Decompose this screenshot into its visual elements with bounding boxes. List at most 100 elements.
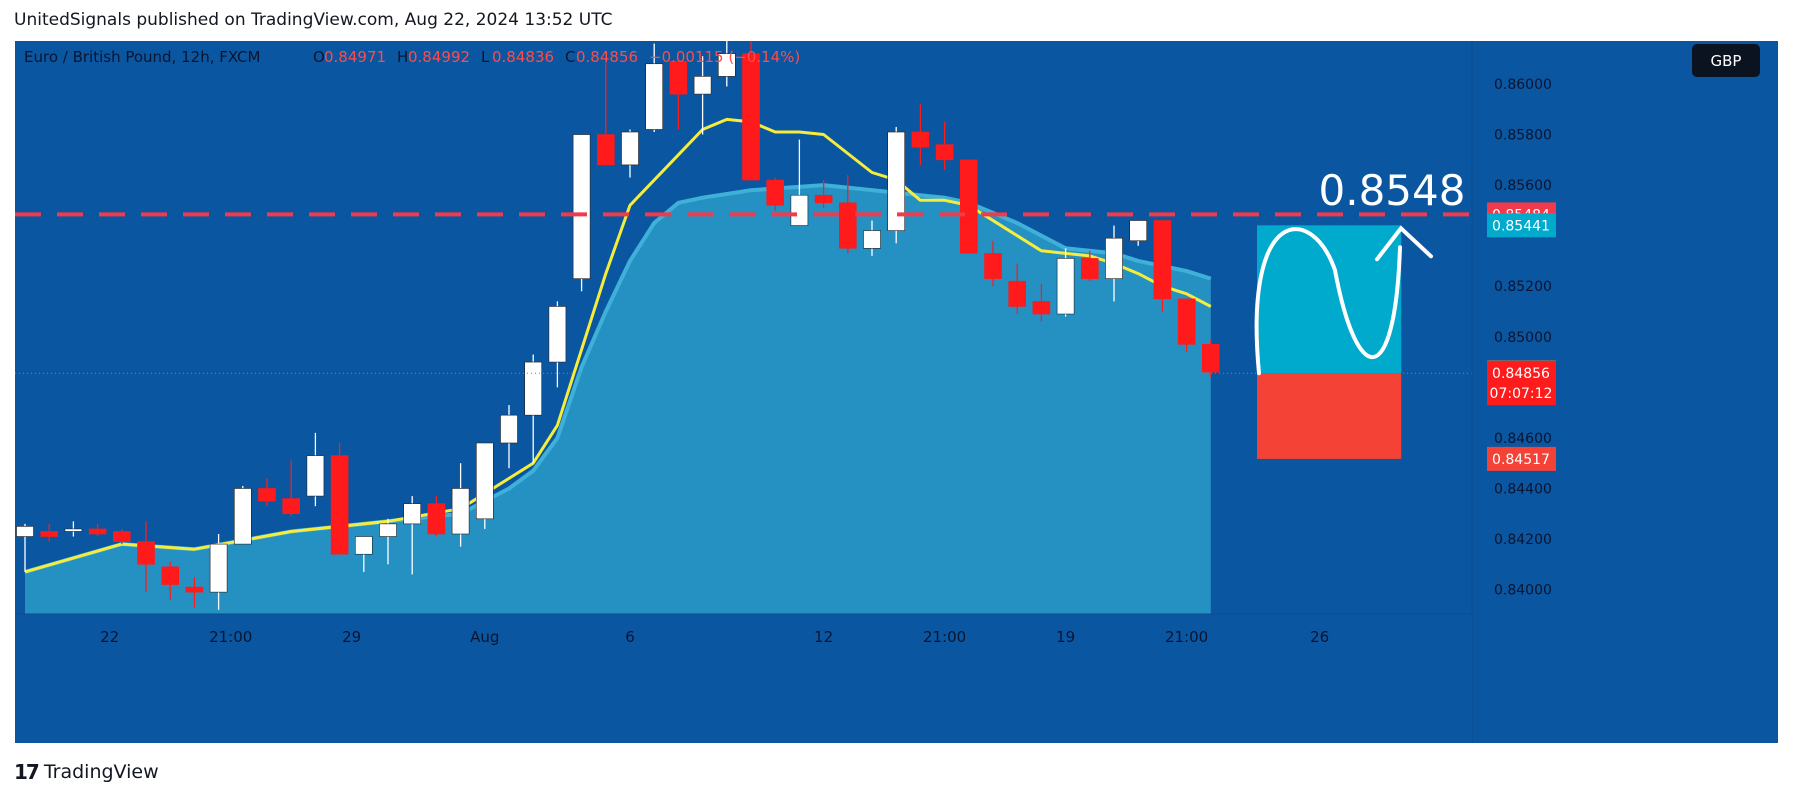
candle[interactable] xyxy=(596,61,615,166)
candle-body[interactable] xyxy=(306,455,325,497)
candle-body[interactable] xyxy=(185,586,204,593)
candle[interactable] xyxy=(40,523,59,542)
candle-body[interactable] xyxy=(887,131,906,231)
candle-body[interactable] xyxy=(209,543,228,593)
candle-body[interactable] xyxy=(234,488,252,545)
candle-body[interactable] xyxy=(766,179,785,206)
candle-body[interactable] xyxy=(935,144,954,161)
candle[interactable] xyxy=(427,496,446,537)
currency-badge-bg[interactable] xyxy=(1692,44,1760,77)
candle-body[interactable] xyxy=(1032,301,1051,315)
candle[interactable] xyxy=(1081,250,1099,282)
tradingview-logo-icon[interactable]: 17 xyxy=(14,760,40,784)
current-price-badge[interactable]: 0.84856 xyxy=(1492,366,1550,382)
candle-body[interactable] xyxy=(282,498,301,515)
candle-body[interactable] xyxy=(548,306,567,363)
candle-body[interactable] xyxy=(1153,220,1172,300)
candle-body[interactable] xyxy=(911,131,930,148)
candle-body[interactable] xyxy=(790,194,809,226)
candle-body[interactable] xyxy=(742,53,760,181)
candle-body[interactable] xyxy=(1105,237,1123,279)
candle-body[interactable] xyxy=(1008,280,1027,307)
currency-label[interactable]: GBP xyxy=(1711,52,1742,70)
candle-body[interactable] xyxy=(451,488,470,535)
candle[interactable] xyxy=(306,432,325,507)
candle-body[interactable] xyxy=(379,523,397,537)
candle-body[interactable] xyxy=(500,414,518,444)
candle-body[interactable] xyxy=(959,159,978,254)
target-price-badge[interactable]: 0.85441 xyxy=(1492,218,1550,234)
candle-body[interactable] xyxy=(669,60,688,95)
tradingview-footer[interactable]: 17 TradingView xyxy=(14,760,159,784)
candle[interactable] xyxy=(161,561,179,600)
candle-body[interactable] xyxy=(838,202,857,249)
candle[interactable] xyxy=(258,478,276,507)
candle-body[interactable] xyxy=(113,531,131,542)
candle-body[interactable] xyxy=(88,528,107,535)
candle-body[interactable] xyxy=(645,63,664,130)
candle-body[interactable] xyxy=(621,131,639,166)
stop-price-badge[interactable]: 0.84517 xyxy=(1492,452,1550,468)
time-axis-bg[interactable] xyxy=(15,614,1472,743)
candle[interactable] xyxy=(766,177,785,211)
candle[interactable] xyxy=(64,521,83,537)
candle-body[interactable] xyxy=(572,134,591,279)
candle[interactable] xyxy=(451,463,470,547)
candle-body[interactable] xyxy=(1081,258,1099,279)
candle[interactable] xyxy=(330,442,349,555)
candle[interactable] xyxy=(1105,225,1123,302)
candle-body[interactable] xyxy=(693,76,712,95)
candle[interactable] xyxy=(1008,263,1027,315)
candle[interactable] xyxy=(209,533,228,610)
candle-body[interactable] xyxy=(354,536,373,555)
current-price-badge-bg[interactable] xyxy=(1487,361,1556,406)
candle-body[interactable] xyxy=(330,455,349,555)
candle[interactable] xyxy=(717,41,736,87)
candle-body[interactable] xyxy=(16,526,34,537)
candle-body[interactable] xyxy=(1177,298,1196,345)
chart-area[interactable]: 0.8548 0.86000 0.85800 0.85600 0.85200 0.850… xyxy=(15,41,1778,743)
candle-body[interactable] xyxy=(161,566,179,585)
candle[interactable] xyxy=(88,523,107,537)
candle-body[interactable] xyxy=(64,528,83,532)
candle[interactable] xyxy=(524,354,543,464)
current-price-badge-countdown[interactable]: 07:07:12 xyxy=(1490,386,1553,402)
candle[interactable] xyxy=(669,58,688,130)
candle[interactable] xyxy=(790,139,809,226)
target-price-badge-bg[interactable] xyxy=(1487,213,1556,238)
target-zone-box[interactable] xyxy=(1257,225,1402,374)
candle-body[interactable] xyxy=(717,53,736,77)
time-axis[interactable]: 22 21:00 29 Aug 6 12 21:00 19 21:00 26 xyxy=(15,613,1472,743)
candle-body[interactable] xyxy=(1056,258,1075,315)
candle[interactable] xyxy=(185,576,204,608)
price-chart[interactable]: 0.8548 0.86000 0.85800 0.85600 0.85200 0.850… xyxy=(15,41,1778,743)
stop-zone-box[interactable] xyxy=(1257,373,1402,459)
candle[interactable] xyxy=(887,126,906,244)
candle[interactable] xyxy=(500,405,518,469)
candle[interactable] xyxy=(16,523,34,572)
candle[interactable] xyxy=(354,536,373,572)
candle-body[interactable] xyxy=(427,503,446,535)
candle-body[interactable] xyxy=(137,541,155,565)
candle[interactable] xyxy=(113,528,131,545)
candle-body[interactable] xyxy=(524,361,543,416)
candle-body[interactable] xyxy=(1202,344,1220,373)
candle[interactable] xyxy=(1032,283,1051,322)
candle[interactable] xyxy=(1056,248,1075,317)
currency-badge[interactable]: GBP xyxy=(1692,44,1760,77)
candle[interactable] xyxy=(403,496,422,575)
candle[interactable] xyxy=(814,180,833,208)
candle[interactable] xyxy=(645,43,664,133)
candle-body[interactable] xyxy=(984,253,1002,279)
candle[interactable] xyxy=(621,129,639,178)
candle-body[interactable] xyxy=(40,531,59,537)
price-axis[interactable]: 0.86000 0.85800 0.85600 0.85200 0.85000 0.846… xyxy=(1471,41,1778,743)
candle[interactable] xyxy=(959,159,978,254)
candle[interactable] xyxy=(1129,220,1147,246)
candle-body[interactable] xyxy=(863,230,881,249)
candle[interactable] xyxy=(693,56,712,135)
candle[interactable] xyxy=(282,460,301,517)
candle[interactable] xyxy=(137,521,155,593)
candle-body[interactable] xyxy=(1129,220,1147,242)
candle[interactable] xyxy=(1202,339,1220,378)
